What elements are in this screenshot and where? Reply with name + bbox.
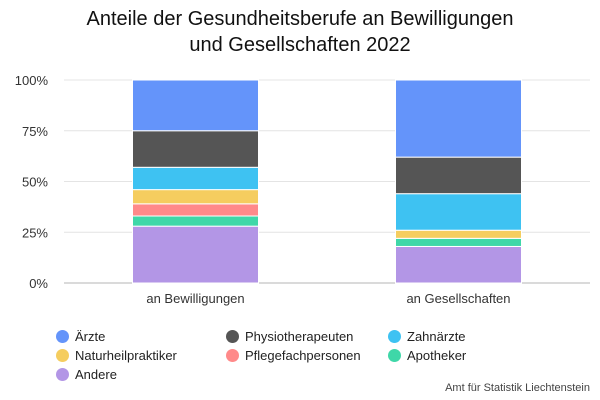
legend-item-apotheker[interactable]: Apotheker (388, 347, 516, 364)
legend-label-pflegefachpersonen: Pflegefachpersonen (245, 348, 361, 363)
legend-swatch-physiotherapeuten (226, 330, 239, 343)
x-tick-label-an-gesellschaften: an Gesellschaften (406, 291, 510, 306)
legend-label-apotheker: Apotheker (407, 348, 467, 363)
legend-item-pflegefachpersonen[interactable]: Pflegefachpersonen (226, 347, 388, 364)
legend-item-andere[interactable]: Andere (56, 366, 226, 383)
chart-title: Anteile der Gesundheitsberufe an Bewilli… (0, 6, 600, 58)
legend-item-physiotherapeuten[interactable]: Physiotherapeuten (226, 328, 388, 345)
chart-title-line-2: und Gesellschaften 2022 (189, 34, 411, 56)
legend-label-aerzte: Ärzte (75, 329, 106, 344)
bar-segment-an-bewilligungen-apotheker (132, 215, 259, 227)
bar-segment-an-gesellschaften-zahnaerzte (395, 193, 522, 231)
legend-swatch-zahnaerzte (388, 330, 401, 343)
source-note: Amt für Statistik Liechtenstein (445, 382, 590, 394)
legend-item-aerzte[interactable]: Ärzte (56, 328, 226, 345)
y-tick-label-50: 50% (22, 175, 48, 190)
bar-segment-an-bewilligungen-zahnaerzte (132, 166, 259, 191)
bar-segment-an-bewilligungen-pflegefachpersonen (132, 203, 259, 217)
legend-item-zahnaerzte[interactable]: Zahnärzte (388, 328, 516, 345)
bar-segment-an-gesellschaften-andere (395, 245, 522, 284)
bar-segment-an-bewilligungen-physiotherapeuten (132, 130, 259, 168)
bar-segment-an-bewilligungen-aerzte (132, 79, 259, 132)
bar-segment-an-gesellschaften-naturheilpraktiker (395, 229, 522, 239)
x-tick-label-an-bewilligungen: an Bewilligungen (146, 291, 244, 306)
legend-label-andere: Andere (75, 367, 117, 382)
y-tick-label-75: 75% (22, 124, 48, 139)
y-tick-label-0: 0% (29, 276, 48, 291)
legend-swatch-apotheker (388, 349, 401, 362)
y-tick-label-25: 25% (22, 225, 48, 240)
legend-swatch-pflegefachpersonen (226, 349, 239, 362)
bar-segment-an-bewilligungen-naturheilpraktiker (132, 189, 259, 205)
legend-swatch-naturheilpraktiker (56, 349, 69, 362)
legend-label-naturheilpraktiker: Naturheilpraktiker (75, 348, 177, 363)
bar-segment-an-bewilligungen-andere (132, 225, 259, 284)
y-tick-label-100: 100% (15, 73, 49, 88)
bar-segment-an-gesellschaften-aerzte (395, 79, 522, 158)
legend-swatch-aerzte (56, 330, 69, 343)
legend-label-physiotherapeuten: Physiotherapeuten (245, 329, 354, 344)
legend-label-zahnaerzte: Zahnärzte (407, 329, 466, 344)
chart-title-line-1: Anteile der Gesundheitsberufe an Bewilli… (86, 8, 514, 30)
legend-item-naturheilpraktiker[interactable]: Naturheilpraktiker (56, 347, 226, 364)
legend: Ärzte Physiotherapeuten Zahnärzte Naturh… (56, 328, 516, 383)
bar-segment-an-gesellschaften-apotheker (395, 237, 522, 247)
legend-swatch-andere (56, 368, 69, 381)
bar-segment-an-gesellschaften-physiotherapeuten (395, 156, 522, 195)
stacked-bar-chart: 0% 25% 50% 75% 100% an Bewilligungen an Gesell… (15, 73, 590, 306)
